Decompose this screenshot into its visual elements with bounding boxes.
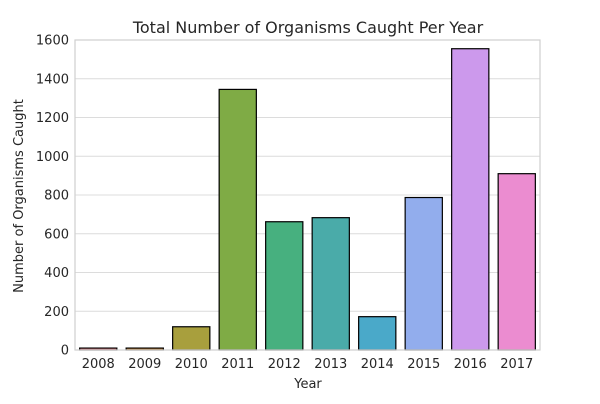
y-tick-label: 1400 [36, 72, 69, 87]
y-tick-label: 1000 [36, 150, 69, 165]
y-tick-label: 200 [44, 305, 69, 320]
y-tick-label: 400 [44, 266, 69, 281]
bar-2013 [311, 217, 350, 351]
x-axis-label: Year [293, 377, 322, 392]
bar-2012 [265, 221, 304, 351]
bars [79, 48, 536, 351]
bar-2016 [451, 48, 490, 351]
bar-2010 [172, 326, 211, 351]
bar-2011 [218, 88, 257, 351]
bar-2014 [358, 316, 397, 351]
y-tick-label: 800 [44, 189, 69, 204]
plot-border [74, 39, 541, 351]
x-axis-ticks: 2008 2009 2010 2011 2012 2013 2014 2015 2016 2017 [82, 357, 534, 372]
plot-frame [74, 39, 541, 351]
y-axis-ticks: 0 200 400 600 800 1000 1200 1400 1600 [36, 34, 69, 359]
chart-title: Total Number of Organisms Caught Per Yea… [132, 18, 484, 37]
y-axis-label: Number of Organisms Caught [12, 99, 27, 293]
x-tick-label: 2016 [454, 357, 487, 372]
x-tick-label: 2014 [361, 357, 394, 372]
x-tick-label: 2012 [268, 357, 301, 372]
y-tick-label: 0 [61, 344, 69, 359]
bar-2017 [497, 173, 536, 351]
x-tick-label: 2015 [407, 357, 440, 372]
x-tick-label: 2011 [221, 357, 254, 372]
gridlines [75, 78, 540, 312]
x-tick-label: 2010 [175, 357, 208, 372]
x-tick-label: 2008 [82, 357, 115, 372]
x-tick-label: 2017 [500, 357, 533, 372]
bar-2015 [404, 196, 443, 351]
x-tick-label: 2009 [128, 357, 161, 372]
y-tick-label: 1200 [36, 111, 69, 126]
x-tick-label: 2013 [314, 357, 347, 372]
y-tick-label: 600 [44, 227, 69, 242]
y-tick-label: 1600 [36, 34, 69, 49]
